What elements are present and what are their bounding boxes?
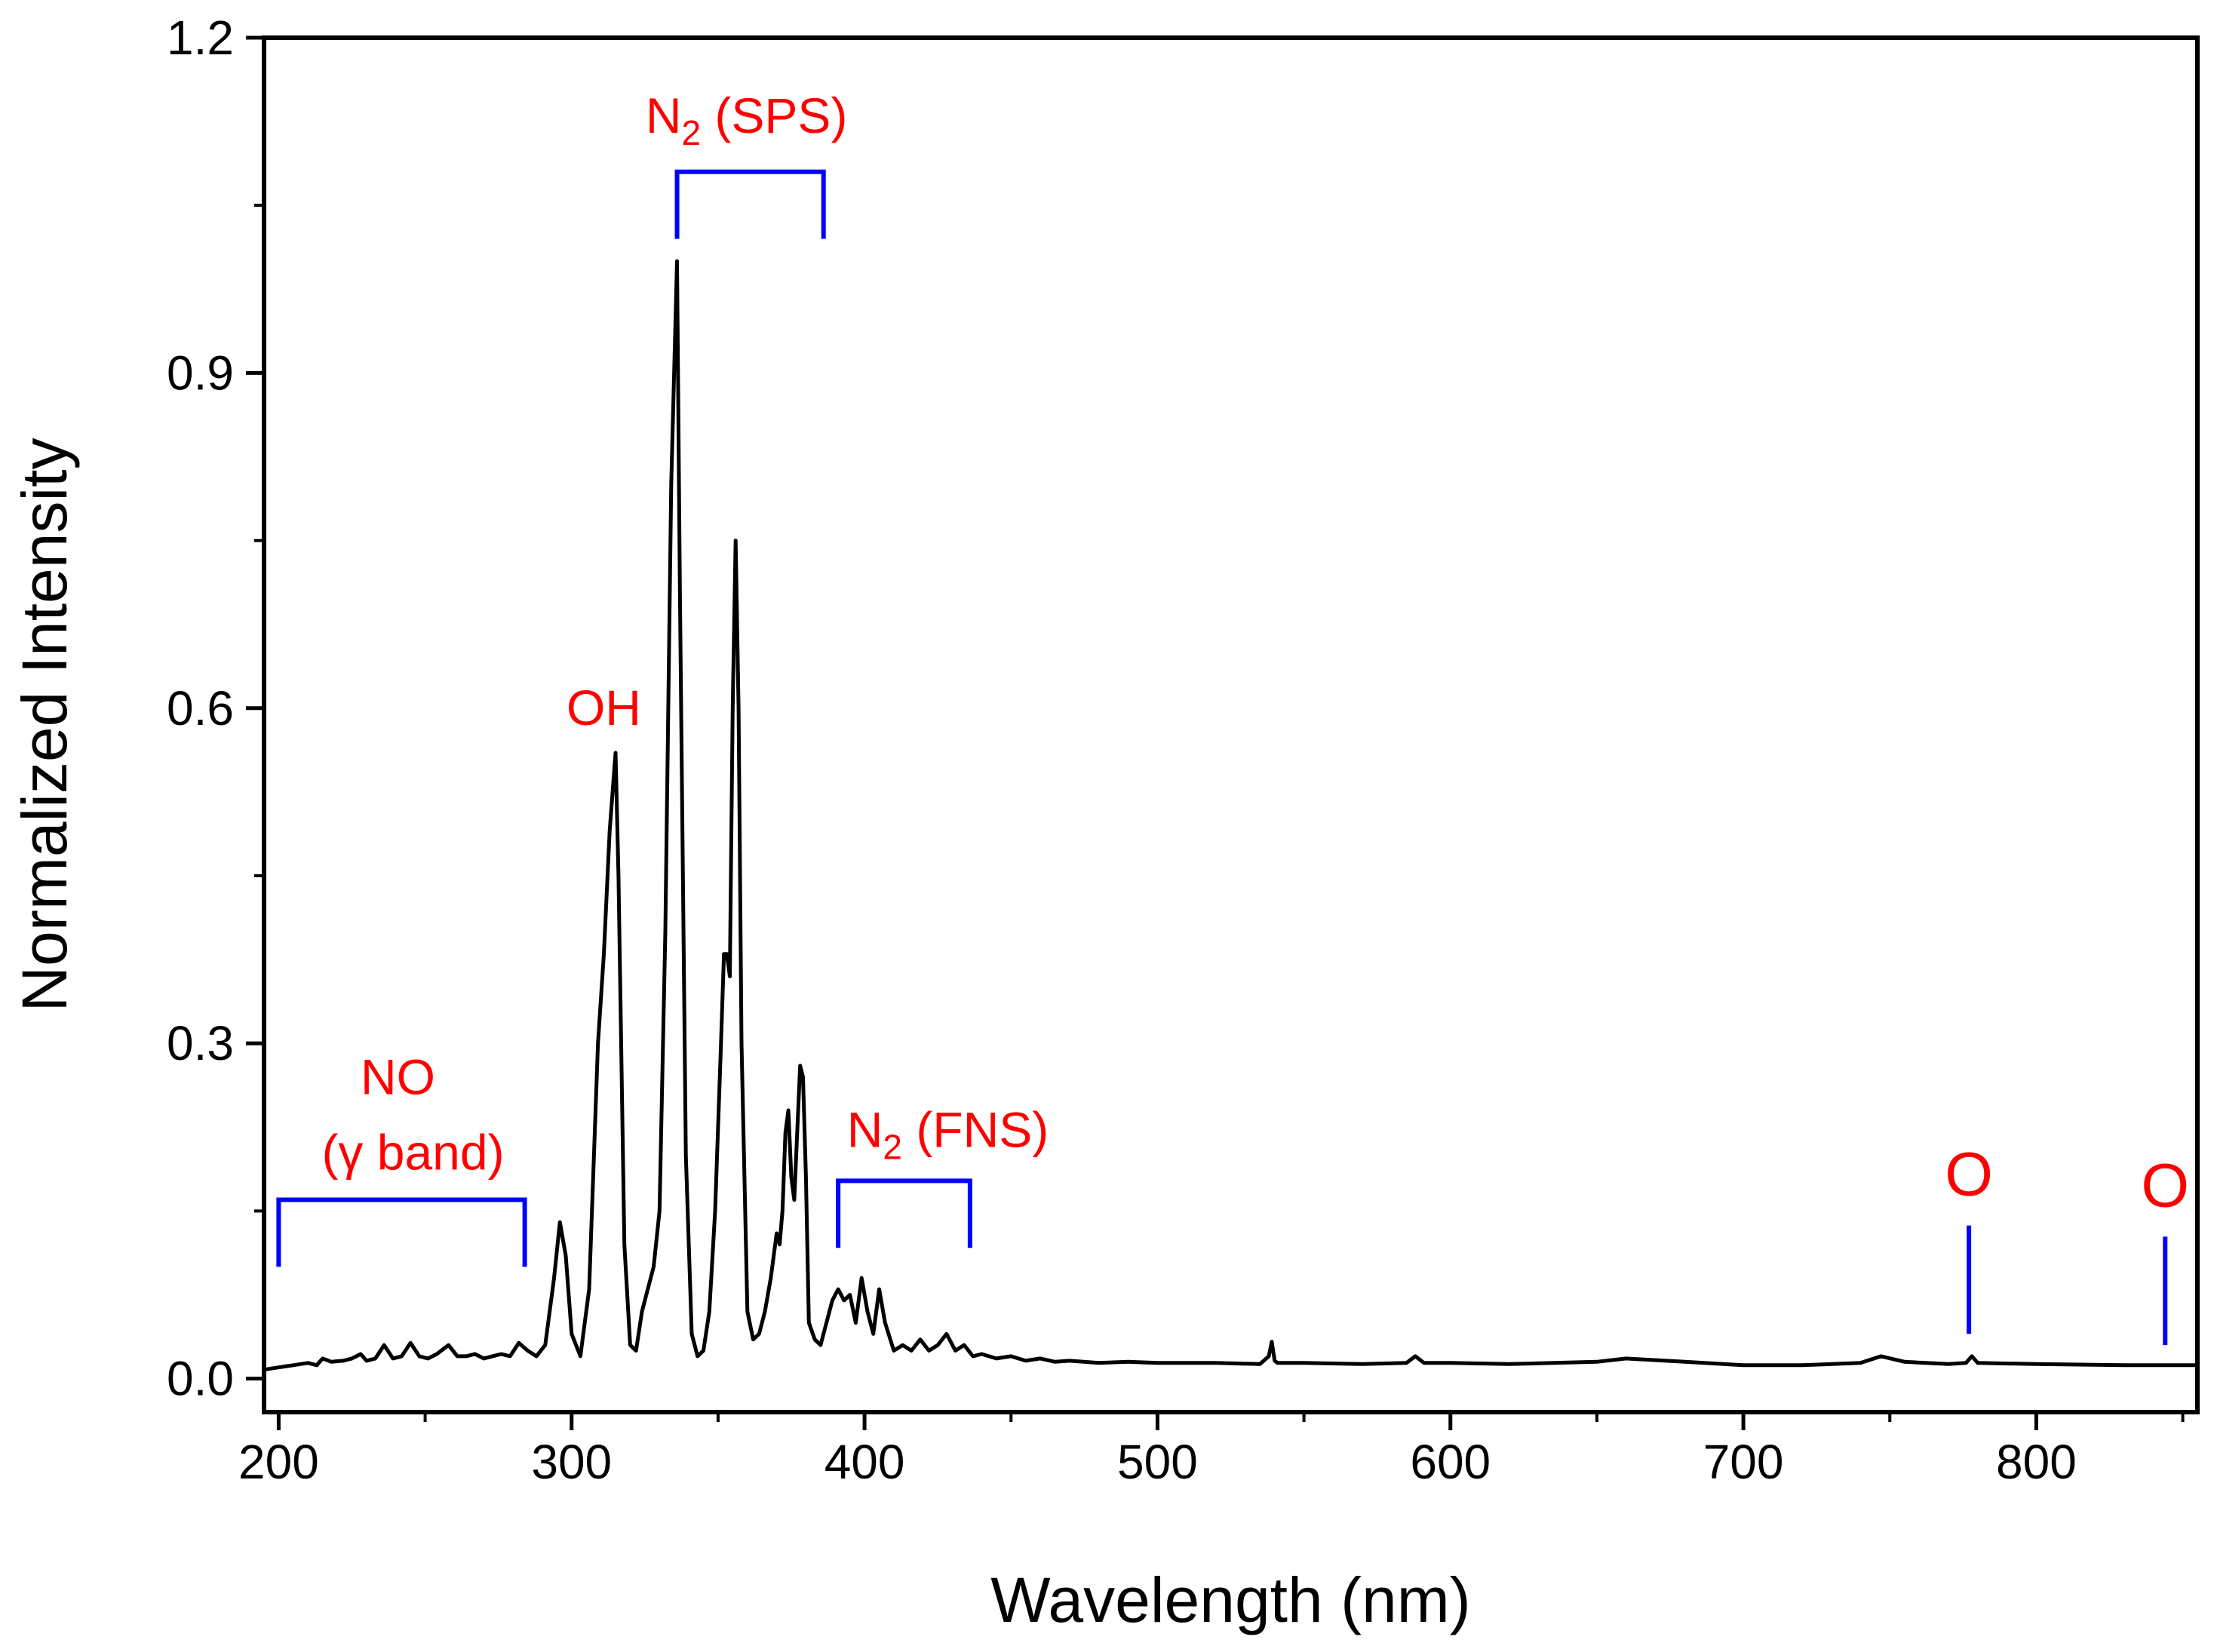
label-gamma-band: (γ band) bbox=[321, 1125, 504, 1181]
x-axis-ticks: 200 300 400 500 600 700 800 bbox=[238, 1412, 2185, 1489]
bracket-n2-fns bbox=[836, 1178, 972, 1248]
annotation-o-777: O bbox=[1945, 1141, 1993, 1334]
band-annotations: N2 (SPS) OH NO (γ band) N2 (FNS) O O bbox=[276, 88, 2189, 1346]
bracket-n2-sps bbox=[674, 169, 826, 239]
annotation-no-gamma: NO (γ band) bbox=[276, 1049, 527, 1267]
x-tick-label-0: 200 bbox=[238, 1435, 319, 1489]
label-n2-sps-suffix: (SPS) bbox=[701, 88, 847, 143]
label-o-844: O bbox=[2141, 1151, 2189, 1220]
annotation-o-844: O bbox=[2141, 1151, 2189, 1346]
x-tick-label-2: 400 bbox=[824, 1435, 905, 1489]
label-n2-fns-main: N bbox=[847, 1101, 883, 1157]
x-tick-label-6: 800 bbox=[1996, 1435, 2077, 1489]
plot-area-frame bbox=[262, 35, 2200, 1414]
y-tick-label-4: 1.2 bbox=[167, 11, 234, 65]
x-tick-label-1: 300 bbox=[531, 1435, 612, 1489]
x-tick-label-4: 600 bbox=[1410, 1435, 1491, 1489]
y-tick-label-2: 0.6 bbox=[167, 681, 234, 735]
spectrum-line bbox=[263, 259, 2197, 1372]
label-n2-fns-suffix: (FNS) bbox=[902, 1101, 1049, 1157]
label-n2-sps: N2 (SPS) bbox=[646, 88, 848, 152]
x-tick-label-5: 700 bbox=[1703, 1435, 1784, 1489]
y-tick-label-0: 0.0 bbox=[167, 1352, 234, 1406]
label-no: NO bbox=[361, 1049, 435, 1105]
y-axis-ticks: 0.0 0.3 0.6 0.9 1.2 bbox=[167, 11, 264, 1406]
x-axis-title: Wavelength (nm) bbox=[990, 1564, 1470, 1635]
annotation-n2-fns: N2 (FNS) bbox=[836, 1101, 1049, 1248]
label-oh: OH bbox=[567, 680, 641, 735]
label-n2-fns-subscript: 2 bbox=[883, 1127, 902, 1166]
x-tick-label-3: 500 bbox=[1117, 1435, 1198, 1489]
annotation-n2-sps: N2 (SPS) bbox=[646, 88, 848, 239]
bracket-no-gamma bbox=[276, 1197, 527, 1267]
label-n2-fns: N2 (FNS) bbox=[847, 1101, 1049, 1166]
label-o-777: O bbox=[1945, 1141, 1993, 1209]
y-tick-label-3: 0.9 bbox=[167, 345, 234, 400]
y-axis-title: Normalized Intensity bbox=[9, 438, 80, 1012]
y-tick-label-1: 0.3 bbox=[167, 1016, 234, 1070]
label-n2-sps-subscript: 2 bbox=[681, 113, 701, 152]
label-n2-sps-main: N bbox=[646, 88, 682, 143]
